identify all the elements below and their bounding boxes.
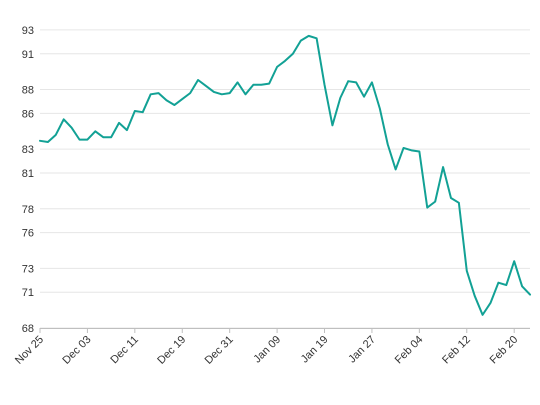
- x-tick-label-8: Feb 04: [393, 334, 426, 367]
- x-tick-label-9: Feb 12: [440, 334, 473, 367]
- series-line-0: [39, 34, 531, 316]
- x-tick-label-0: Nov 25: [13, 334, 46, 367]
- y-tick-label-3: 76: [22, 228, 34, 240]
- x-axis: Nov 25 Dec 03 Dec 11 Dec 19 Dec 31 Jan 09 Jan …: [13, 328, 530, 367]
- y-tick-label-6: 83: [22, 144, 34, 156]
- y-tick-label-8: 88: [22, 85, 34, 97]
- x-tick-label-7: Jan 27: [346, 334, 378, 366]
- x-tick-label-10: Feb 20: [488, 334, 521, 367]
- y-tick-label-9: 91: [22, 49, 34, 61]
- y-tick-label-0: 68: [22, 323, 34, 335]
- y-tick-label-7: 86: [22, 108, 34, 120]
- x-tick-label-3: Dec 19: [155, 334, 188, 367]
- y-axis: 68 71 73 76 78 81 83 86 88 91 93: [22, 25, 34, 335]
- y-tick-label-4: 78: [22, 204, 34, 216]
- x-tick-label-2: Dec 11: [108, 334, 141, 367]
- y-tick-label-5: 81: [22, 168, 34, 180]
- x-tick-label-1: Dec 03: [60, 334, 93, 367]
- x-tick-label-4: Dec 31: [203, 334, 236, 367]
- y-tick-label-10: 93: [22, 25, 34, 37]
- y-tick-label-2: 73: [22, 263, 34, 275]
- series-layer: [39, 34, 531, 316]
- x-tick-label-6: Jan 19: [299, 334, 331, 366]
- grid-lines: [40, 29, 530, 329]
- y-tick-label-1: 71: [22, 287, 34, 299]
- x-tick-label-5: Jan 09: [251, 334, 283, 366]
